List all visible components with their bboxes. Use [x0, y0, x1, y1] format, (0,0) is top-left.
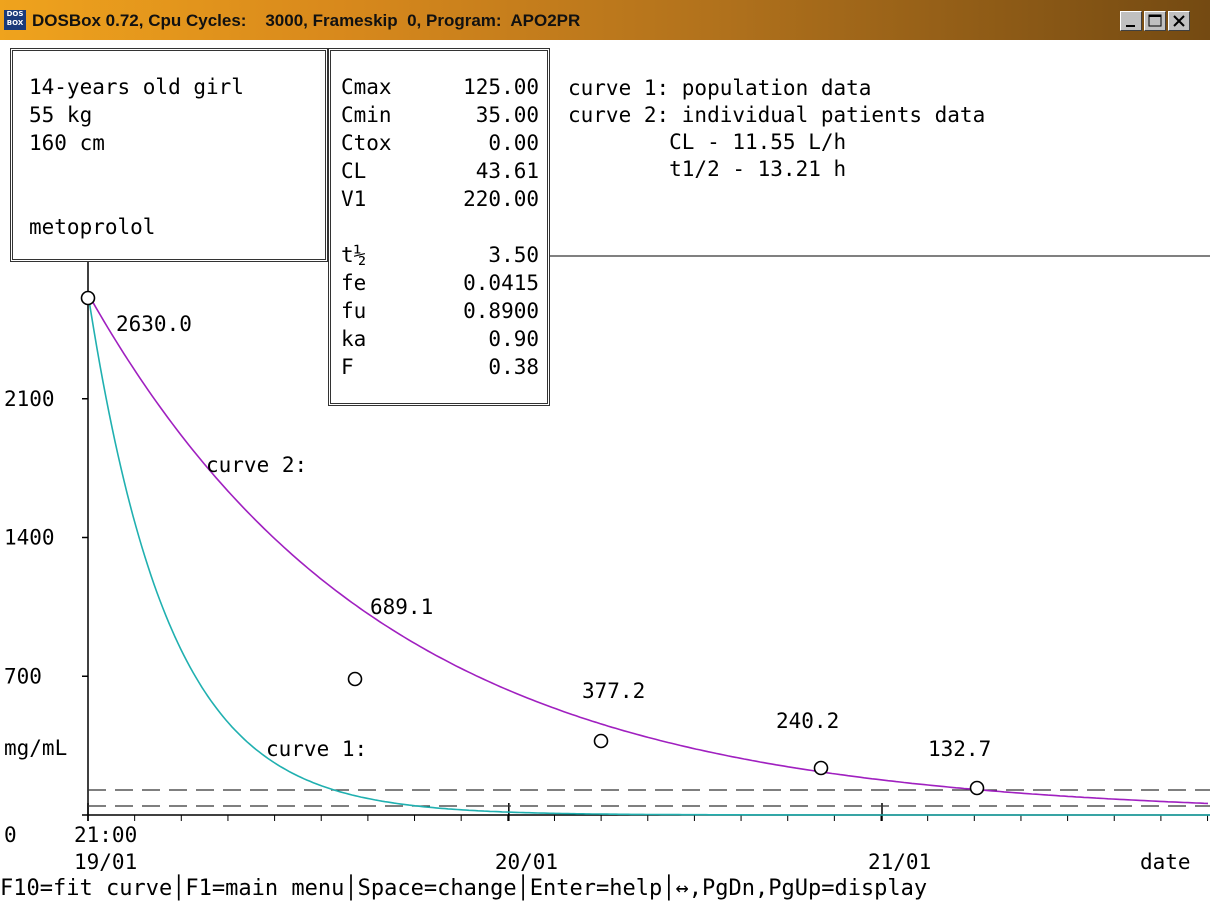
- patient-info-line: metoprolol: [29, 215, 156, 239]
- parameter-value: 0.8900: [463, 299, 539, 323]
- legend-line: t1/2 - 13.21 h: [568, 157, 847, 181]
- y-axis-label: mg/mL: [4, 736, 67, 760]
- parameter-name: Cmax: [341, 75, 392, 99]
- dosbox-app-icon[interactable]: DOS BOX: [4, 10, 26, 30]
- parameter-value: 0.38: [488, 355, 539, 379]
- parameter-name: ka: [341, 327, 367, 351]
- minimize-icon: [1126, 25, 1135, 27]
- x-tick-date-label: 20/01: [495, 850, 558, 874]
- close-button[interactable]: [1168, 11, 1190, 31]
- parameter-value: 43.61: [475, 159, 539, 183]
- patient-info-line: 55 kg: [29, 103, 93, 127]
- data-point-label: 2630.0: [116, 312, 192, 336]
- x-tick-date-label: 19/01: [74, 850, 137, 874]
- window-title: DOSBox 0.72, Cpu Cycles: 3000, Frameskip…: [32, 11, 581, 30]
- data-point: [347, 671, 363, 687]
- curve-1-line: [87, 293, 1210, 816]
- x-tick-time-label: 21:00: [74, 823, 137, 847]
- x-axis-label: date: [1140, 850, 1191, 874]
- legend-line: curve 1: population data: [568, 76, 872, 100]
- close-icon: [1173, 15, 1185, 27]
- data-point: [813, 760, 829, 776]
- parameters-box: Cmax 125.00 Cmin 35.00 Ctox 0.00 CL 43.61 V1 220.…: [328, 48, 550, 406]
- data-point: [969, 780, 985, 796]
- parameter-value: 0.00: [488, 131, 539, 155]
- data-point-label: 132.7: [928, 737, 991, 761]
- patient-info-line: 160 cm: [29, 131, 105, 155]
- minimize-button[interactable]: [1120, 11, 1142, 31]
- curve-2-line: [87, 293, 1209, 805]
- parameter-name: Ctox: [341, 131, 392, 155]
- title-bar[interactable]: DOS BOX DOSBox 0.72, Cpu Cycles: 3000, F…: [0, 0, 1210, 40]
- curve-1-label: curve 1:: [266, 737, 367, 761]
- parameter-value: 35.00: [475, 103, 539, 127]
- data-point-label: 240.2: [776, 709, 839, 733]
- y-tick-label: 1400: [4, 526, 55, 550]
- maximize-button[interactable]: [1144, 11, 1166, 31]
- parameter-name: fu: [341, 299, 367, 323]
- parameter-name: F: [341, 355, 354, 379]
- parameter-name: V1: [341, 187, 367, 211]
- parameter-name: Cmin: [341, 103, 392, 127]
- parameter-name: CL: [341, 159, 367, 183]
- parameter-value: 0.90: [488, 327, 539, 351]
- data-point: [593, 733, 609, 749]
- parameter-name: fe: [341, 271, 367, 295]
- parameter-name: t½: [341, 243, 367, 267]
- patient-info-line: 14-years old girl: [29, 75, 244, 99]
- parameter-value: 3.50: [488, 243, 539, 267]
- y-tick-label: 2100: [4, 387, 55, 411]
- legend-line: curve 2: individual patients data: [568, 103, 986, 127]
- x-tick-date-label: 21/01: [868, 850, 931, 874]
- legend-line: CL - 11.55 L/h: [568, 130, 847, 154]
- data-point-label: 377.2: [582, 679, 645, 703]
- parameter-value: 220.00: [463, 187, 539, 211]
- status-bar: F10=fit curve│F1=main menu│Space=change│…: [0, 876, 928, 901]
- data-point: [80, 290, 96, 306]
- parameter-value: 0.0415: [463, 271, 539, 295]
- y-tick-label: 0: [4, 823, 17, 847]
- maximize-icon: [1148, 14, 1162, 27]
- curve-2-label: curve 2:: [206, 453, 307, 477]
- patient-info-box: 14-years old girl 55 kg 160 cm metoprolol: [10, 48, 328, 262]
- parameter-value: 125.00: [463, 75, 539, 99]
- data-point-label: 689.1: [370, 595, 433, 619]
- pk-plot: 0 700 1400 2100 mg/mL 21:00 19/01 20/01 21/01 dat…: [4, 250, 1210, 874]
- y-tick-label: 700: [4, 664, 42, 688]
